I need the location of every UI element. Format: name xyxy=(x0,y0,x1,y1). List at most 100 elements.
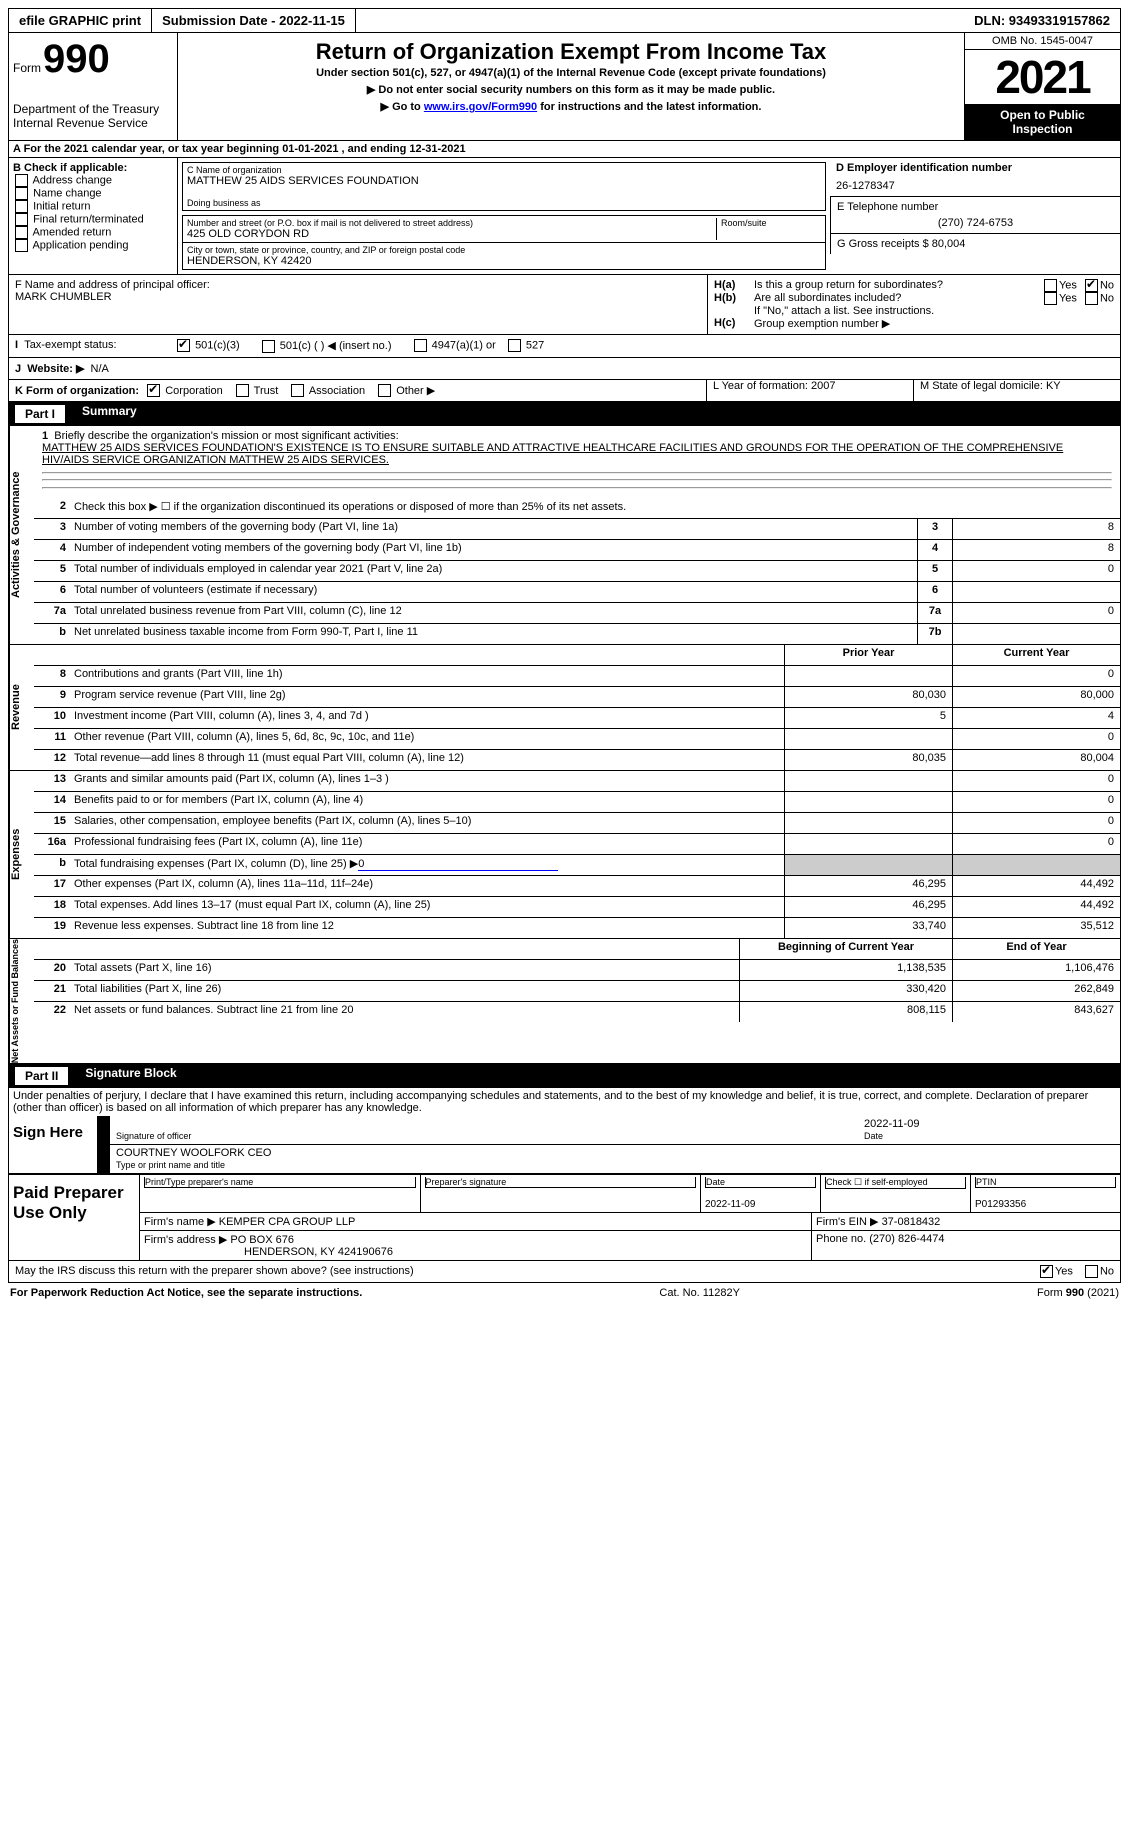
ha-yes[interactable]: Yes xyxy=(1042,279,1077,292)
na-header: Beginning of Current YearEnd of Year xyxy=(34,939,1120,960)
line-21: 21Total liabilities (Part X, line 26)330… xyxy=(34,981,1120,1002)
summary-netassets: Net Assets or Fund Balances Beginning of… xyxy=(8,939,1121,1064)
vtab-expenses: Expenses xyxy=(9,771,34,938)
hb-yes[interactable]: Yes xyxy=(1042,292,1077,305)
hb-text: Are all subordinates included? xyxy=(754,292,1042,305)
ha-text: Is this a group return for subordinates? xyxy=(754,279,1042,292)
cb-initial-return[interactable]: Initial return xyxy=(13,200,173,213)
preparer-selfemp[interactable]: Check ☐ if self-employed xyxy=(820,1175,970,1213)
k-label: K Form of organization: xyxy=(15,385,139,397)
line-2: 2Check this box ▶ ☐ if the organization … xyxy=(34,498,1120,519)
efile-print-button[interactable]: efile GRAPHIC print xyxy=(9,9,152,32)
cb-name-change[interactable]: Name change xyxy=(13,187,173,200)
signature-officer[interactable]: Signature of officer xyxy=(110,1116,858,1145)
state-domicile: M State of legal domicile: KY xyxy=(913,380,1120,402)
cb-501c[interactable]: 501(c) ( ) ◀ (insert no.) xyxy=(260,339,392,353)
hb-note: If "No," attach a list. See instructions… xyxy=(714,305,1114,317)
footer-cat: Cat. No. 11282Y xyxy=(659,1287,740,1299)
cb-application-pending[interactable]: Application pending xyxy=(13,239,173,252)
officer-name: MARK CHUMBLER xyxy=(15,291,701,303)
ein-value: 26-1278347 xyxy=(836,180,1114,192)
part-1-no: Part I xyxy=(14,404,66,424)
mission-block: 1 Briefly describe the organization's mi… xyxy=(34,426,1120,498)
hb-no[interactable]: No xyxy=(1083,292,1114,305)
line-22: 22Net assets or fund balances. Subtract … xyxy=(34,1002,1120,1022)
form-link-line: ▶ Go to www.irs.gov/Form990 for instruct… xyxy=(182,100,960,113)
sig-declaration: Under penalties of perjury, I declare th… xyxy=(8,1088,1121,1116)
line-6: 6Total number of volunteers (estimate if… xyxy=(34,582,1120,603)
line-11: 11Other revenue (Part VIII, column (A), … xyxy=(34,729,1120,750)
line-10: 10Investment income (Part VIII, column (… xyxy=(34,708,1120,729)
firm-phone: Phone no. (270) 826-4474 xyxy=(811,1231,1120,1260)
discuss-yes[interactable]: Yes xyxy=(1038,1265,1073,1278)
hc-text: Group exemption number ▶ xyxy=(754,317,890,330)
line-20: 20Total assets (Part X, line 16)1,138,53… xyxy=(34,960,1120,981)
dept-treasury: Department of the Treasury Internal Reve… xyxy=(13,102,173,130)
cb-trust[interactable]: Trust xyxy=(234,385,279,397)
dba-label: Doing business as xyxy=(187,198,821,208)
form-subtitle: Under section 501(c), 527, or 4947(a)(1)… xyxy=(182,67,960,79)
irs-link[interactable]: www.irs.gov/Form990 xyxy=(424,101,537,113)
col-deg: D Employer identification number 26-1278… xyxy=(830,158,1120,274)
org-name-box: C Name of organization MATTHEW 25 AIDS S… xyxy=(182,162,826,211)
tel-box: E Telephone number (270) 724-6753 xyxy=(830,197,1120,234)
row-fgh: F Name and address of principal officer:… xyxy=(8,275,1121,335)
link-post: for instructions and the latest informat… xyxy=(537,101,761,113)
firm-ein: Firm's EIN ▶ 37-0818432 xyxy=(811,1213,1120,1231)
cb-4947[interactable]: 4947(a)(1) or xyxy=(412,339,496,353)
cb-527[interactable]: 527 xyxy=(506,339,544,353)
col-h-group: H(a) Is this a group return for subordin… xyxy=(707,275,1120,334)
line-14: 14Benefits paid to or for members (Part … xyxy=(34,792,1120,813)
cb-final-return[interactable]: Final return/terminated xyxy=(13,213,173,226)
cb-address-change[interactable]: Address change xyxy=(13,174,173,187)
summary-expenses: Expenses 13Grants and similar amounts pa… xyxy=(8,771,1121,939)
line-13: 13Grants and similar amounts paid (Part … xyxy=(34,771,1120,792)
line-15: 15Salaries, other compensation, employee… xyxy=(34,813,1120,834)
row-k-org-form: K Form of organization: Corporation Trus… xyxy=(8,380,1121,403)
ha-no[interactable]: No xyxy=(1083,279,1114,292)
discuss-no[interactable]: No xyxy=(1083,1265,1114,1278)
col-b-checkboxes: B Check if applicable: Address change Na… xyxy=(9,158,178,274)
cb-association[interactable]: Association xyxy=(289,385,365,397)
discuss-row: May the IRS discuss this return with the… xyxy=(8,1261,1121,1283)
header-middle: Return of Organization Exempt From Incom… xyxy=(178,33,964,140)
sign-here-label: Sign Here xyxy=(9,1116,97,1173)
row-i-tax-status: I Tax-exempt status: 501(c)(3) 501(c) ( … xyxy=(8,335,1121,358)
line-12: 12Total revenue—add lines 8 through 11 (… xyxy=(34,750,1120,770)
form-number: 990 xyxy=(43,37,110,82)
submission-date: Submission Date - 2022-11-15 xyxy=(152,9,356,32)
sign-here-block: Sign Here Signature of officer 2022-11-0… xyxy=(8,1116,1121,1174)
addr-value: 425 OLD CORYDON RD xyxy=(187,228,716,240)
room-label: Room/suite xyxy=(721,218,821,228)
part-2-header: Part II Signature Block xyxy=(8,1064,1121,1088)
org-name: MATTHEW 25 AIDS SERVICES FOUNDATION xyxy=(187,175,821,187)
cb-amended-return[interactable]: Amended return xyxy=(13,226,173,239)
part-2-title: Signature Block xyxy=(75,1064,186,1088)
row-j-website: J Website: ▶ N/A xyxy=(8,358,1121,380)
summary-activities: Activities & Governance 1 Briefly descri… xyxy=(8,426,1121,645)
cb-other[interactable]: Other ▶ xyxy=(376,385,435,397)
part-1-title: Summary xyxy=(72,402,147,426)
tax-exempt-label: Tax-exempt status: xyxy=(24,339,116,351)
col-f-officer: F Name and address of principal officer:… xyxy=(9,275,707,334)
gross-receipts: G Gross receipts $ 80,004 xyxy=(830,234,1120,254)
summary-revenue: Revenue Prior YearCurrent Year 8Contribu… xyxy=(8,645,1121,771)
link-pre: ▶ Go to xyxy=(381,101,424,113)
f-label: F Name and address of principal officer: xyxy=(15,279,701,291)
preparer-date: Date2022-11-09 xyxy=(700,1175,820,1213)
ein-box: D Employer identification number 26-1278… xyxy=(830,158,1120,197)
cb-501c3[interactable]: 501(c)(3) xyxy=(175,339,240,353)
col-c-org-info: C Name of organization MATTHEW 25 AIDS S… xyxy=(178,158,830,274)
cb-corporation[interactable]: Corporation xyxy=(145,385,223,397)
line-16b: bTotal fundraising expenses (Part IX, co… xyxy=(34,855,1120,876)
preparer-name: Print/Type preparer's name xyxy=(139,1175,420,1213)
line-18: 18Total expenses. Add lines 13–17 (must … xyxy=(34,897,1120,918)
open-to-public: Open to Public Inspection xyxy=(965,104,1120,140)
mission-text: MATTHEW 25 AIDS SERVICES FOUNDATION'S EX… xyxy=(42,442,1063,466)
firm-name: Firm's name ▶ KEMPER CPA GROUP LLP xyxy=(139,1213,811,1231)
form-label: Form xyxy=(13,61,41,75)
form-header: Form 990 Department of the Treasury Inte… xyxy=(8,33,1121,141)
mission-q: Briefly describe the organization's miss… xyxy=(54,430,398,442)
tel-label: E Telephone number xyxy=(837,201,1114,213)
org-name-label: C Name of organization xyxy=(187,165,821,175)
